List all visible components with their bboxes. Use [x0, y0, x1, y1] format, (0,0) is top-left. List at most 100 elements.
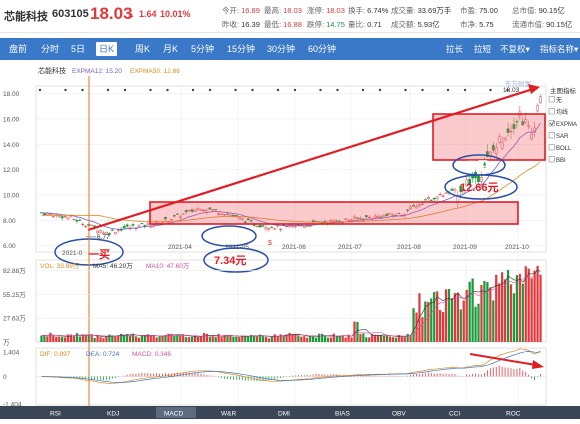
- period-tab[interactable]: 周K: [135, 44, 151, 54]
- candle-body: [229, 214, 232, 217]
- candle-body: [356, 217, 359, 219]
- volume-bar: [300, 336, 303, 342]
- stat-value: 18.03: [283, 6, 302, 15]
- period-tab[interactable]: 60分钟: [308, 44, 337, 54]
- price3-label: 12.66元: [460, 181, 499, 194]
- candle-body: [444, 192, 448, 194]
- candle-body: [491, 145, 495, 151]
- indicator-tab[interactable]: CCI: [449, 411, 460, 418]
- volume-label: MA5: 46.20万: [93, 262, 133, 270]
- period-tab[interactable]: 日K: [96, 42, 118, 56]
- volume-bar: [43, 335, 46, 342]
- volume-bar: [539, 274, 542, 342]
- indicator-checkbox[interactable]: [548, 120, 555, 127]
- price-change-percent: 10.01%: [160, 9, 191, 19]
- indicator-checkbox[interactable]: [548, 132, 555, 139]
- candle-body: [146, 222, 150, 225]
- candle-body: [116, 229, 120, 231]
- volume-bar: [137, 337, 141, 342]
- period-tab[interactable]: 月K: [163, 44, 179, 54]
- indicator-tab[interactable]: MACD: [164, 411, 183, 418]
- candle-body: [246, 218, 250, 220]
- checkmark-icon: [549, 120, 555, 126]
- indicator-tab[interactable]: ROC: [506, 411, 521, 418]
- x-tick-label: 2021-06: [282, 244, 306, 251]
- dea-line: [41, 351, 541, 383]
- expand-button[interactable]: 拉长: [446, 44, 464, 54]
- volume-bar: [323, 335, 327, 342]
- indicator-tab[interactable]: OBV: [392, 411, 406, 418]
- candle-body: [240, 218, 244, 220]
- stat-item: 市净: 5.75: [460, 19, 494, 30]
- period-tab[interactable]: 盘前: [9, 44, 28, 54]
- stat-value: 5.93亿: [417, 20, 440, 29]
- indicator-tab[interactable]: KDJ: [107, 411, 119, 418]
- indicator-checkbox[interactable]: [548, 108, 555, 115]
- kline-chart[interactable]: 18.00 16.00 14.00 12.00 10.00 8.00 6.00 2021-04…: [0, 62, 580, 419]
- indicator-option-label: 均线: [556, 108, 568, 116]
- volume-bar: [406, 333, 409, 342]
- stat-label: 市盈:: [460, 6, 478, 15]
- candle-body: [84, 226, 88, 228]
- stat-value: 6.74%: [367, 6, 389, 15]
- candle-body: [255, 226, 259, 228]
- x-tick-label: 2021-09: [453, 244, 477, 251]
- volume-bar: [400, 336, 403, 342]
- y-tick-label: 12.00: [3, 167, 20, 174]
- ema-label: EXPMA12: 15.20: [72, 68, 122, 75]
- indicator-tab[interactable]: DMI: [278, 411, 290, 418]
- buy3-label: 三买: [466, 159, 488, 172]
- indicator-tab-active-bg[interactable]: [156, 407, 196, 418]
- volume-bar: [335, 336, 338, 342]
- shrink-button[interactable]: 拉短: [474, 44, 492, 54]
- candle-body: [170, 219, 173, 221]
- volume-y-tick: 55.25万: [3, 291, 26, 299]
- indicator-checkbox[interactable]: [548, 156, 555, 163]
- period-tab[interactable]: 15分钟: [227, 44, 256, 54]
- candle-body: [137, 224, 141, 227]
- candle-body: [102, 232, 105, 234]
- stat-label: 流通市值:: [512, 20, 545, 29]
- volume-bar: [312, 336, 315, 342]
- event-marker: [319, 88, 322, 92]
- indicator-dropdown[interactable]: 指标名称▾: [540, 44, 579, 54]
- adjust-dropdown[interactable]: 不复权▾: [500, 44, 530, 54]
- indicator-option-label: BOLL: [556, 146, 572, 152]
- volume-bar: [382, 335, 386, 342]
- candle-body: [113, 232, 117, 235]
- period-tab[interactable]: 5分钟: [191, 44, 215, 54]
- candle-body: [285, 225, 288, 228]
- trend-arrowhead: [528, 84, 540, 94]
- y-tick-label: 6.00: [3, 243, 16, 250]
- candle-body: [223, 214, 226, 216]
- ema50-line: [41, 161, 541, 223]
- event-marker: [123, 88, 127, 92]
- volume-bar: [185, 337, 188, 342]
- period-tab[interactable]: 分时: [41, 44, 60, 54]
- candle-body: [125, 224, 129, 227]
- indicator-tab[interactable]: RSI: [50, 411, 61, 418]
- indicator-tab[interactable]: BIAS: [335, 411, 350, 418]
- volume-bar: [486, 282, 489, 342]
- volume-bar: [359, 334, 362, 342]
- candle-body: [524, 119, 528, 123]
- volume-bar: [123, 334, 126, 342]
- stat-value: 18.03: [326, 6, 345, 15]
- candle-body: [63, 216, 67, 218]
- candle-body: [506, 128, 510, 133]
- volume-bar: [220, 337, 223, 342]
- volume-bar: [46, 336, 49, 342]
- volume-bar: [433, 291, 436, 342]
- indicator-checkbox[interactable]: [548, 96, 555, 103]
- indicator-checkbox[interactable]: [548, 144, 555, 151]
- period-tab[interactable]: 5日: [71, 44, 86, 54]
- volume-bar: [371, 334, 374, 342]
- event-marker: [38, 88, 42, 92]
- volume-bar: [49, 332, 52, 342]
- stat-label: 成交额:: [391, 20, 416, 29]
- candle-body: [294, 225, 297, 227]
- volume-bar: [161, 335, 164, 342]
- period-tab[interactable]: 30分钟: [267, 44, 296, 54]
- volume-bar: [188, 337, 191, 342]
- indicator-tab[interactable]: W&R: [221, 411, 236, 418]
